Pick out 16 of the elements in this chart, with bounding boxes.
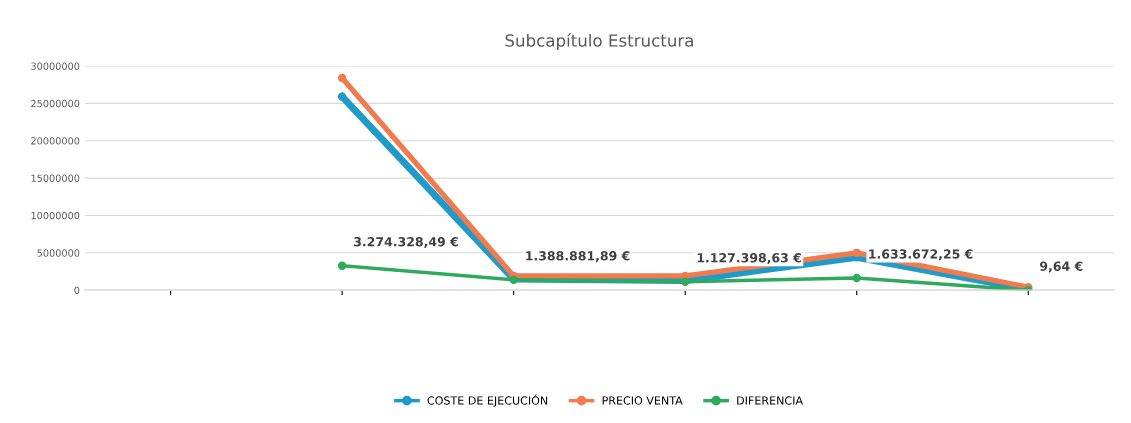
data-label: 3.274.328,49 € bbox=[354, 236, 458, 249]
data-label: 1.633.672,25 € bbox=[869, 249, 973, 261]
data-label: 9,64 € bbox=[1040, 261, 1083, 273]
legend-label: PRECIO VENTA bbox=[602, 396, 683, 405]
y-tick-label: 5000000 bbox=[37, 249, 80, 257]
y-tick-label: 0 bbox=[74, 286, 80, 295]
legend-label: COSTE DE EJECUCIÓN bbox=[427, 394, 548, 407]
chart-title: Subcapítulo Estructura bbox=[505, 33, 693, 51]
data-label: 1.127.398,63 € bbox=[697, 253, 802, 265]
data-label: 1.388.881,89 € bbox=[526, 251, 630, 263]
y-tick-label: 20000000 bbox=[31, 137, 80, 145]
y-tick-label: 30000000 bbox=[31, 62, 80, 70]
y-tick-label: 10000000 bbox=[31, 211, 80, 220]
legend-label: DIFERENCIA bbox=[737, 396, 803, 405]
y-tick-label: 15000000 bbox=[31, 174, 80, 182]
y-tick-label: 25000000 bbox=[31, 99, 80, 108]
